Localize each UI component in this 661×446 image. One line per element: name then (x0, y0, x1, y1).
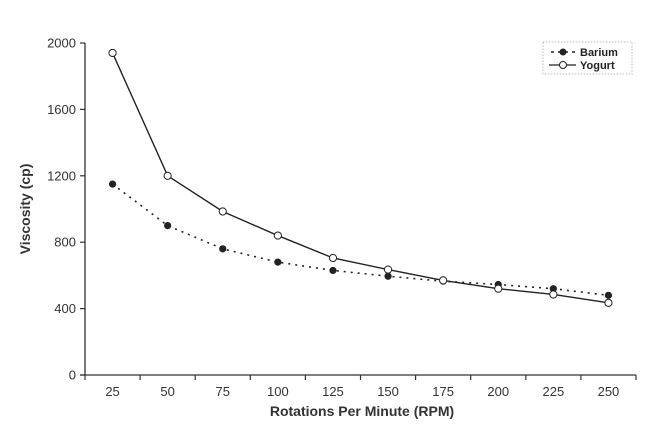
x-tick-label: 25 (105, 384, 119, 399)
data-point (439, 276, 448, 285)
y-tick-label: 0 (69, 368, 76, 383)
legend-box (542, 41, 633, 75)
legend-barium-marker-icon (559, 48, 567, 56)
data-point (218, 207, 227, 216)
data-point (549, 290, 558, 299)
x-tick-label: 150 (377, 384, 399, 399)
data-point (383, 265, 393, 274)
x-tick-label: 75 (216, 384, 230, 399)
data-point (274, 258, 282, 266)
legend-item-barium: Barium (551, 47, 618, 59)
data-point (604, 291, 613, 299)
x-tick-label: 200 (487, 384, 509, 399)
y-axis-title: Viscosity (cp) (17, 164, 33, 255)
x-tick-label: 50 (160, 384, 174, 399)
data-point (329, 266, 337, 275)
data-point (273, 231, 282, 240)
x-tick-label: 125 (322, 384, 344, 399)
series-line (112, 183, 609, 297)
data-point (219, 245, 227, 253)
legend: Barium Yogurt (542, 41, 633, 75)
data-point (549, 285, 557, 293)
y-tick-label: 1600 (47, 102, 76, 117)
data-point (328, 253, 338, 263)
data-point (108, 48, 117, 58)
series-line (111, 52, 609, 304)
x-tick-label: 250 (598, 384, 620, 399)
y-tick-label: 800 (54, 235, 76, 250)
y-tick-label: 1200 (47, 168, 76, 183)
x-axis-title: Rotations Per Minute (RPM) (270, 403, 454, 419)
series-layer (108, 48, 613, 307)
series-barium (108, 180, 613, 299)
y-tick-label: 400 (54, 301, 76, 316)
y-tick-label: 2000 (47, 36, 76, 51)
series-yogurt (108, 48, 613, 307)
data-point (163, 171, 172, 180)
legend-yogurt-marker-icon (559, 61, 567, 69)
legend-barium-label: Barium (580, 47, 618, 59)
x-tick-label: 175 (432, 384, 454, 399)
x-tick-label: 225 (542, 384, 564, 399)
data-point (494, 284, 503, 293)
x-axis: 25 50 75 100 125 150 175 200 225 250 (80, 374, 637, 399)
data-point (604, 298, 613, 307)
legend-item-yogurt: Yogurt (549, 60, 615, 72)
x-tick-label: 100 (267, 384, 289, 399)
data-point (384, 272, 392, 280)
legend-yogurt-label: Yogurt (580, 60, 615, 72)
data-point (108, 180, 117, 188)
data-point (164, 222, 172, 230)
y-axis: 0 400 800 1200 1600 2000 (47, 36, 86, 383)
